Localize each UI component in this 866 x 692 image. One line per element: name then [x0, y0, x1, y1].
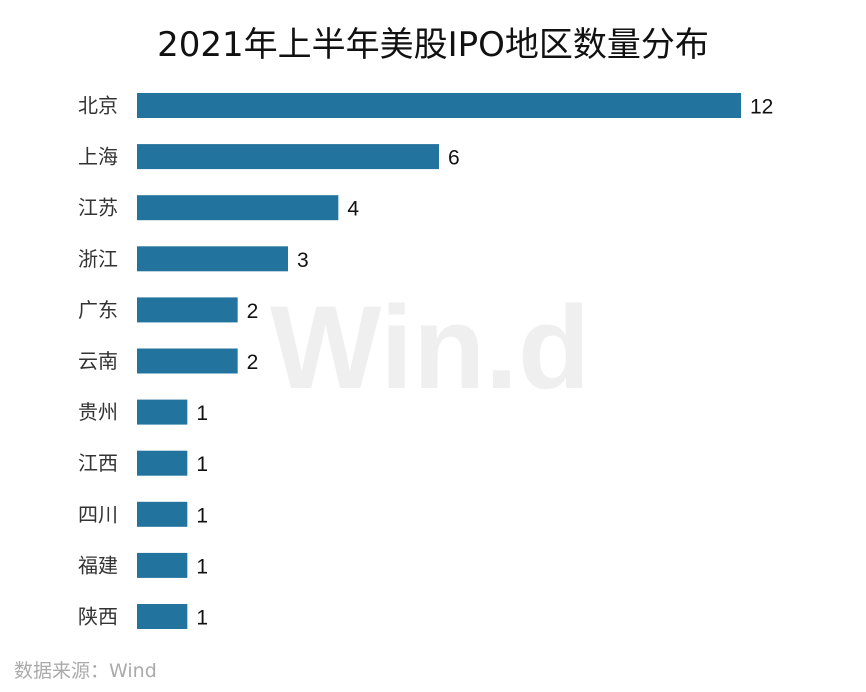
bar: [137, 501, 188, 527]
value-label: 1: [196, 555, 208, 578]
chart-marks: 北京 12 上海 6 江苏 4 浙江 3 广东 2 云南 2 贵州 1 江西 1 四川 1 福建 1 陕西 1: [78, 93, 773, 630]
value-label: 2: [247, 351, 259, 374]
bar: [137, 93, 741, 118]
category-label: 贵州: [78, 400, 118, 424]
value-label: 4: [347, 198, 359, 221]
category-label: 云南: [78, 349, 118, 373]
category-label: 江西: [78, 451, 118, 475]
category-label: 广东: [78, 298, 118, 322]
value-label: 3: [297, 249, 309, 272]
chart-title: 2021年上半年美股IPO地区数量分布: [157, 25, 709, 65]
category-label: 福建: [78, 553, 118, 577]
bar: [137, 399, 188, 425]
category-label: 江苏: [78, 196, 118, 220]
category-label: 四川: [78, 502, 118, 526]
bar: [137, 144, 439, 170]
bar: [137, 195, 339, 221]
value-label: 12: [750, 96, 773, 119]
bar: [137, 450, 188, 476]
bar: [137, 604, 188, 629]
source-note: 数据来源：Wind: [14, 660, 157, 682]
bar: [137, 348, 238, 374]
bar: [137, 552, 188, 578]
category-label: 上海: [78, 145, 118, 169]
category-label: 陕西: [78, 605, 118, 629]
bar: [137, 246, 288, 272]
value-label: 6: [448, 147, 460, 170]
category-label: 浙江: [78, 247, 118, 271]
value-label: 1: [196, 504, 208, 527]
value-label: 1: [196, 402, 208, 425]
value-label: 2: [247, 300, 259, 323]
value-label: 1: [196, 607, 208, 630]
category-label: 北京: [78, 94, 118, 118]
value-label: 1: [196, 453, 208, 476]
watermark: Win.d: [270, 282, 590, 414]
bar: [137, 297, 238, 323]
